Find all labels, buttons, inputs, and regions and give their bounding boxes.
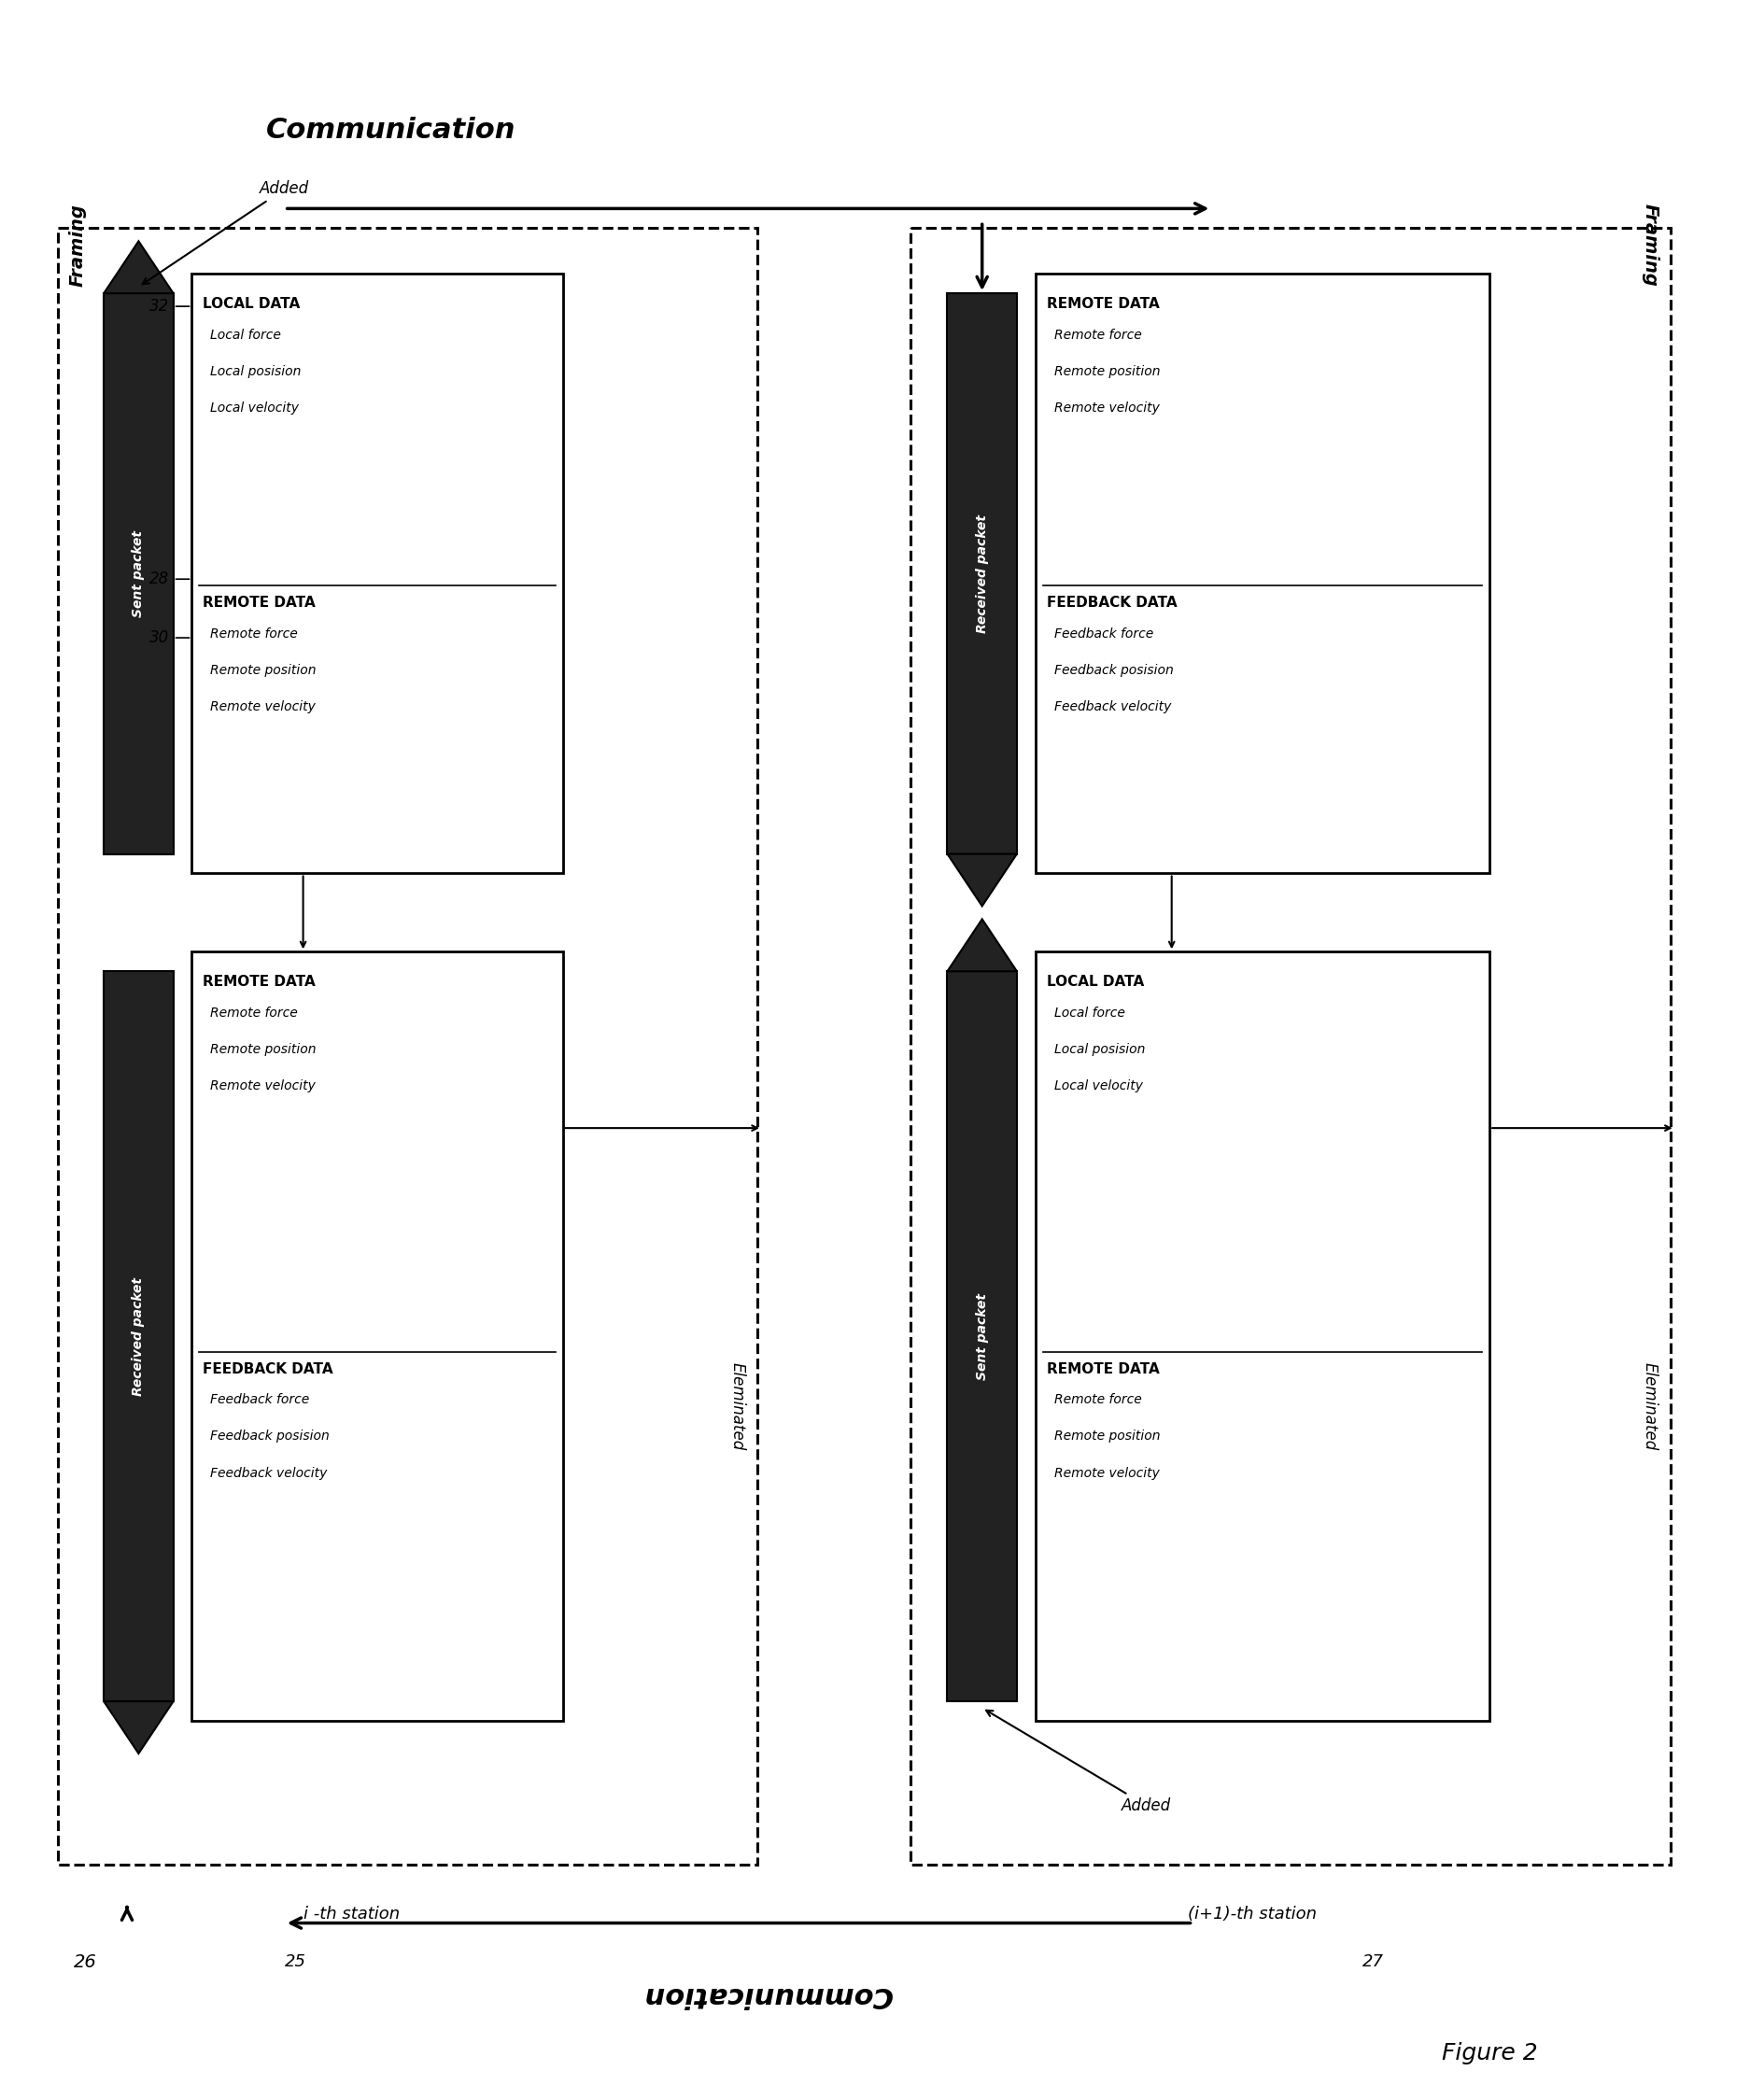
Bar (192, 951, 563, 1721)
Text: Sent packet: Sent packet (132, 531, 145, 617)
Bar (947, 294, 1016, 854)
Text: Eleminated: Eleminated (1642, 1362, 1658, 1450)
Bar (947, 972, 1016, 1702)
Text: Remote force: Remote force (1053, 330, 1141, 342)
Text: FEEDBACK DATA: FEEDBACK DATA (1046, 596, 1177, 611)
Bar (104, 294, 173, 854)
Bar (1035, 951, 1489, 1721)
Bar (104, 972, 173, 1702)
Bar (1035, 273, 1489, 873)
Text: Remote force: Remote force (1053, 1394, 1141, 1406)
Text: LOCAL DATA: LOCAL DATA (1046, 976, 1143, 989)
Text: Communication: Communication (642, 1981, 891, 2009)
Text: Local force: Local force (210, 330, 280, 342)
Text: Added: Added (986, 1711, 1171, 1814)
Text: Local posision: Local posision (1053, 1043, 1145, 1056)
Text: REMOTE DATA: REMOTE DATA (203, 596, 316, 611)
Text: Framing: Framing (1641, 204, 1658, 288)
Text: 32: 32 (150, 298, 169, 315)
Text: Local velocity: Local velocity (1053, 1079, 1143, 1094)
Text: 28: 28 (150, 571, 169, 588)
Polygon shape (947, 919, 1016, 972)
Text: Local force: Local force (1053, 1008, 1125, 1020)
Text: Remote velocity: Remote velocity (1053, 1467, 1159, 1480)
Text: 26: 26 (74, 1954, 97, 1971)
Bar (910, 229, 1671, 1864)
Text: Framing: Framing (69, 204, 86, 288)
Text: REMOTE DATA: REMOTE DATA (1046, 298, 1159, 311)
Text: REMOTE DATA: REMOTE DATA (203, 976, 316, 989)
Text: Remote velocity: Remote velocity (1053, 401, 1159, 416)
Text: Feedback posision: Feedback posision (1053, 663, 1173, 676)
Text: LOCAL DATA: LOCAL DATA (203, 298, 300, 311)
Bar (192, 273, 563, 873)
Text: (i+1)-th station: (i+1)-th station (1187, 1906, 1316, 1923)
Text: Local velocity: Local velocity (210, 401, 300, 416)
Text: Sent packet: Sent packet (975, 1293, 988, 1379)
Text: Remote position: Remote position (1053, 1429, 1161, 1442)
Text: Remote velocity: Remote velocity (210, 1079, 316, 1094)
Text: Feedback force: Feedback force (210, 1394, 310, 1406)
Polygon shape (947, 854, 1016, 907)
Text: Figure 2: Figure 2 (1441, 2042, 1538, 2065)
Text: Remote position: Remote position (210, 1043, 316, 1056)
Text: 27: 27 (1362, 1954, 1383, 1971)
Text: Feedback velocity: Feedback velocity (210, 1467, 328, 1480)
Text: 30: 30 (150, 630, 169, 646)
Text: Eleminated: Eleminated (729, 1362, 746, 1450)
Text: Remote force: Remote force (210, 628, 298, 640)
Text: Feedback velocity: Feedback velocity (1053, 701, 1171, 714)
Text: Remote position: Remote position (1053, 365, 1161, 378)
Bar (58, 229, 757, 1864)
Text: Received packet: Received packet (975, 514, 988, 634)
Text: Remote force: Remote force (210, 1008, 298, 1020)
Text: Received packet: Received packet (132, 1276, 145, 1396)
Text: Communication: Communication (266, 118, 515, 145)
Text: i -th station: i -th station (303, 1906, 400, 1923)
Text: Feedback posision: Feedback posision (210, 1429, 330, 1442)
Polygon shape (104, 241, 173, 294)
Text: 25: 25 (286, 1954, 307, 1971)
Text: Remote position: Remote position (210, 663, 316, 676)
Text: Local posision: Local posision (210, 365, 302, 378)
Polygon shape (104, 1702, 173, 1753)
Text: Feedback force: Feedback force (1053, 628, 1154, 640)
Text: Added: Added (143, 181, 309, 283)
Text: FEEDBACK DATA: FEEDBACK DATA (203, 1362, 333, 1377)
Text: REMOTE DATA: REMOTE DATA (1046, 1362, 1159, 1377)
Text: Remote velocity: Remote velocity (210, 701, 316, 714)
